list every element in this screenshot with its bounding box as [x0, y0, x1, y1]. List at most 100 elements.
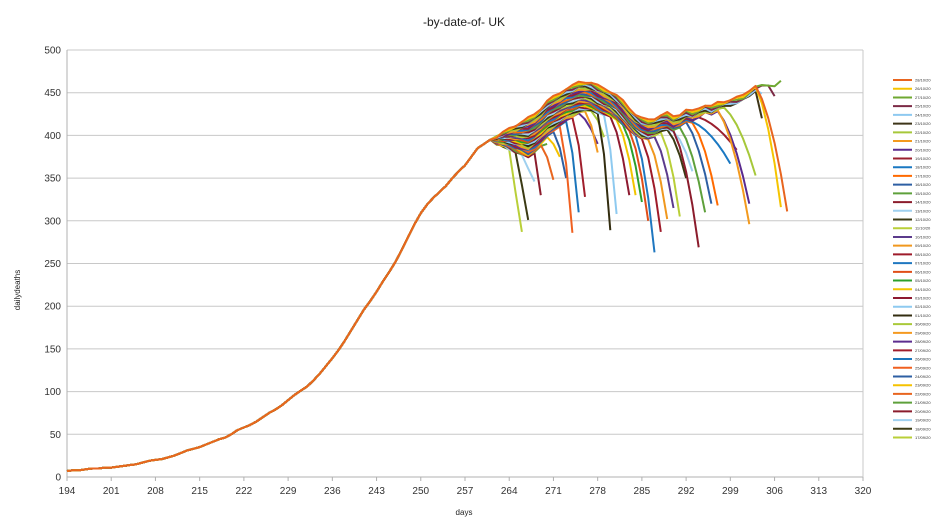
series-line — [66, 107, 618, 472]
x-tick-label: 250 — [412, 486, 429, 497]
legend-label: 21/10/20 — [915, 139, 931, 144]
x-tick-label: 299 — [722, 486, 739, 497]
series-line — [66, 104, 637, 472]
legend-label: 28/10/20 — [915, 78, 931, 83]
legend-label: 23/10/20 — [915, 121, 931, 126]
legend-label: 05/10/20 — [915, 278, 931, 283]
series-line — [66, 80, 789, 472]
y-tick-label: 450 — [44, 88, 61, 99]
legend-label: 02/10/20 — [915, 304, 931, 309]
legend-label: 21/09/20 — [915, 400, 931, 405]
series-line — [66, 136, 561, 472]
series-line — [66, 138, 555, 472]
series-line — [66, 86, 757, 472]
series-line — [66, 89, 738, 472]
legend-label: 17/10/20 — [915, 173, 931, 178]
x-axis-label: days — [456, 508, 473, 517]
series-line — [66, 88, 751, 472]
legend-label: 22/10/20 — [915, 130, 931, 135]
legend-label: 25/10/20 — [915, 104, 931, 109]
series-line — [66, 101, 662, 472]
x-tick-label: 236 — [324, 486, 341, 497]
series-line — [66, 138, 523, 472]
legend-label: 10/10/20 — [915, 234, 931, 239]
x-tick-label: 306 — [766, 486, 783, 497]
series-line — [66, 95, 688, 472]
legend-label: 18/09/20 — [915, 426, 931, 431]
legend-label: 19/10/20 — [915, 156, 931, 161]
y-tick-labels: 0 50 100 150 200 250 300 350 400 450 500 — [44, 46, 61, 484]
legend-label: 18/10/20 — [915, 165, 931, 170]
legend-label: 24/10/20 — [915, 112, 931, 117]
series-line — [66, 94, 707, 472]
legend-label: 30/09/20 — [915, 322, 931, 327]
legend-label: 24/09/20 — [915, 374, 931, 379]
series-line — [66, 108, 612, 472]
legend-label: 12/10/20 — [915, 217, 931, 222]
x-tick-label: 194 — [59, 486, 76, 497]
legend-label: 20/10/20 — [915, 147, 931, 152]
y-axis-label: dailydeaths — [13, 270, 22, 310]
x-tick-labels: 194 201 208 215 222 229 236 243 250 257 264 271 278 2… — [59, 486, 872, 497]
y-tick-label: 500 — [44, 46, 61, 57]
legend-label: 27/09/20 — [915, 348, 931, 353]
x-tick-label: 292 — [678, 486, 695, 497]
legend-label: 11/10/20 — [915, 226, 931, 231]
series-layer — [66, 79, 789, 472]
legend-label: 06/10/20 — [915, 269, 931, 274]
series-line — [66, 116, 586, 472]
series-line — [66, 120, 580, 472]
legend-label: 28/09/20 — [915, 339, 931, 344]
y-tick-label: 200 — [44, 302, 61, 313]
y-tick-label: 0 — [55, 473, 61, 484]
legend-label: 26/10/20 — [915, 86, 931, 91]
axes — [66, 50, 864, 481]
legend-label: 19/09/20 — [915, 418, 931, 423]
gridlines — [67, 49, 863, 478]
series-line — [66, 82, 776, 472]
chart-title: -by-date-of- UK — [423, 15, 505, 29]
series-line — [66, 92, 713, 472]
series-line — [66, 138, 536, 472]
x-tick-label: 229 — [280, 486, 297, 497]
legend: 28/10/20 26/10/20 27/10/20 25/10/20 24/10/20… — [893, 78, 931, 440]
y-tick-label: 100 — [44, 387, 61, 398]
legend-label: 08/10/20 — [915, 252, 931, 257]
legend-label: 22/09/20 — [915, 391, 931, 396]
y-tick-label: 150 — [44, 344, 61, 355]
legend-label: 23/09/20 — [915, 383, 931, 388]
x-tick-label: 278 — [589, 486, 606, 497]
legend-label: 25/09/20 — [915, 365, 931, 370]
series-line — [66, 106, 631, 472]
legend-label: 14/10/20 — [915, 200, 931, 205]
x-tick-label: 271 — [545, 486, 562, 497]
legend-label: 09/10/20 — [915, 243, 931, 248]
legend-label: 20/09/20 — [915, 409, 931, 414]
legend-label: 07/10/20 — [915, 261, 931, 266]
series-line — [66, 138, 530, 472]
x-tick-label: 215 — [191, 486, 208, 497]
x-tick-label: 257 — [457, 486, 474, 497]
legend-label: 04/10/20 — [915, 287, 931, 292]
series-line — [66, 109, 605, 472]
series-line — [66, 95, 694, 472]
series-line — [66, 97, 681, 472]
x-tick-label: 222 — [236, 486, 253, 497]
series-line — [66, 101, 656, 472]
legend-label: 15/10/20 — [915, 191, 931, 196]
x-tick-label: 243 — [368, 486, 385, 497]
x-tick-label: 201 — [103, 486, 120, 497]
x-tick-label: 313 — [810, 486, 827, 497]
series-line — [66, 88, 751, 472]
legend-label: 27/10/20 — [915, 95, 931, 100]
legend-label: 13/10/20 — [915, 208, 931, 213]
legend-label: 29/09/20 — [915, 330, 931, 335]
series-line — [66, 103, 643, 472]
x-tick-label: 264 — [501, 486, 518, 497]
y-tick-label: 250 — [44, 259, 61, 270]
legend-label: 03/10/20 — [915, 296, 931, 301]
series-line — [66, 138, 542, 472]
legend-label: 17/09/20 — [915, 435, 931, 440]
y-tick-label: 350 — [44, 174, 61, 185]
